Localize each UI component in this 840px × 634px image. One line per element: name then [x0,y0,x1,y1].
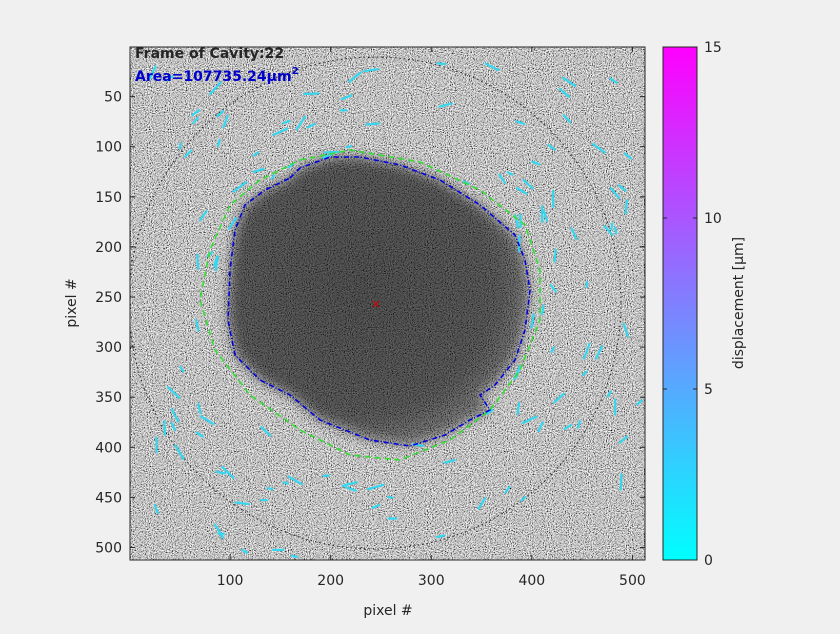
displacement-vector [268,488,273,489]
displacement-vector [615,228,616,233]
displacement-vector [518,403,519,414]
displacement-vector [366,124,379,125]
displacement-vector [347,146,351,147]
displacement-vector [555,250,556,262]
x-tick-label: 300 [418,573,445,589]
y-tick-label: 250 [95,290,122,306]
area-text: Area=107735.24μm [135,69,292,85]
colorbar-tick-label: 15 [704,40,722,56]
displacement-vector [284,482,288,483]
y-tick-label: 150 [95,190,122,206]
colorbar-tick-label: 5 [704,382,713,398]
image [129,47,645,560]
colorbar-label: displacement [μm] [731,237,747,369]
x-tick-label: 100 [217,573,244,589]
displacement-vector [218,140,220,146]
area-label: Area=107735.24μm2 [135,66,299,85]
y-tick-label: 100 [95,140,122,156]
y-tick-label: 400 [95,440,122,456]
y-tick-label: 500 [95,540,122,556]
y-tick-label: 350 [95,390,122,406]
displacement-vector [388,497,392,498]
y-tick-label: 300 [95,340,122,356]
displacement-vector [611,223,612,229]
area-superscript: 2 [292,66,299,77]
x-axis-label: pixel # [363,603,412,619]
displacement-vector [542,306,544,315]
colorbar [663,47,697,560]
displacement-vector [292,556,297,557]
y-tick-label: 200 [95,240,122,256]
displacement-vector [164,421,165,435]
displacement-vector [438,63,445,64]
displacement-vector [586,282,587,287]
displacement-vector [197,255,198,269]
x-tick-label: 500 [619,573,646,589]
y-axis-label: pixel # [64,278,80,327]
x-tick-label: 200 [317,573,344,589]
displacement-vector [437,536,445,538]
x-tick-label: 400 [518,573,545,589]
displacement-vector [180,144,181,149]
displacement-vector [621,474,622,489]
colorbar-tick-label: 0 [704,553,713,569]
y-tick-label: 50 [104,90,122,106]
displacement-vector [325,152,338,153]
displacement-vector [626,200,627,213]
colorbar-tick-label: 10 [704,211,722,227]
frame-label: Frame of Cavity:22 [135,46,284,62]
y-tick-label: 450 [95,490,122,506]
